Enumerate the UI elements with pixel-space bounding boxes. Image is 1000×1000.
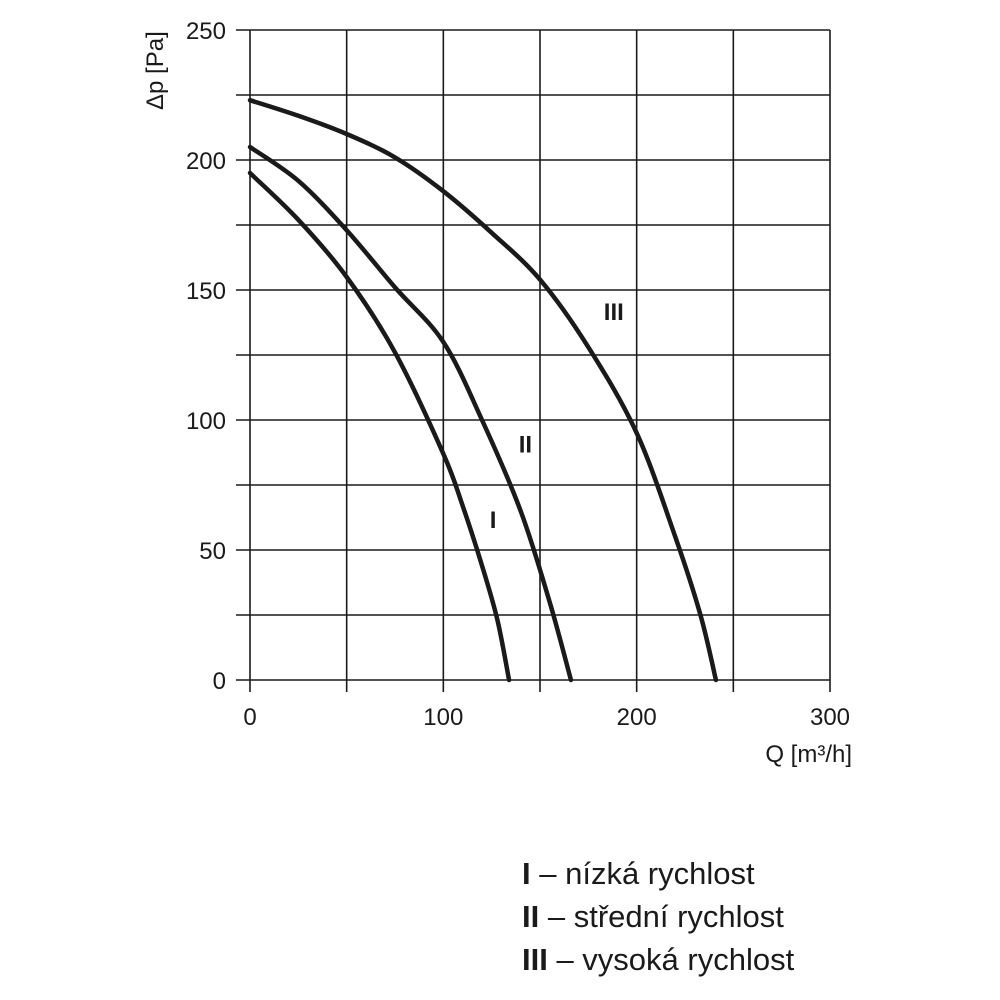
curve-label-I: I — [490, 507, 497, 534]
curve-label-II: II — [519, 431, 532, 458]
legend-key: I — [522, 856, 531, 891]
y-tick-label: 50 — [199, 538, 226, 565]
y-tick-label: 200 — [186, 148, 226, 175]
y-axis-title: Δp [Pa] — [142, 31, 169, 110]
legend-item-low: I – nízká rychlost — [522, 852, 794, 895]
curve-I — [247, 170, 512, 683]
y-tick-label: 100 — [186, 408, 226, 435]
legend: I – nízká rychlost II – střední rychlost… — [522, 852, 794, 981]
x-tick-label: 0 — [243, 704, 256, 731]
x-tick-label: 100 — [423, 704, 463, 731]
legend-text: – střední rychlost — [539, 899, 784, 934]
x-tick-label: 200 — [617, 704, 657, 731]
y-tick-label: 150 — [186, 278, 226, 305]
curve-label-III: III — [604, 299, 624, 326]
y-tick-label: 0 — [213, 668, 226, 695]
grid — [236, 29, 831, 692]
legend-text: – vysoká rychlost — [547, 942, 795, 977]
curve-III — [247, 97, 719, 683]
legend-text: – nízká rychlost — [530, 856, 755, 891]
x-axis-title: Q [m³/h] — [765, 741, 852, 768]
x-tick-label: 300 — [810, 704, 850, 731]
tick-labels: 0 50 100 150 200 250 0 100 200 300 — [186, 18, 850, 731]
curves — [247, 97, 719, 683]
legend-key: II — [522, 899, 540, 934]
legend-item-medium: II – střední rychlost — [522, 895, 794, 938]
curve-II — [247, 144, 574, 683]
legend-item-high: III – vysoká rychlost — [522, 938, 794, 981]
y-tick-label: 250 — [186, 18, 226, 45]
legend-key: III — [522, 942, 548, 977]
